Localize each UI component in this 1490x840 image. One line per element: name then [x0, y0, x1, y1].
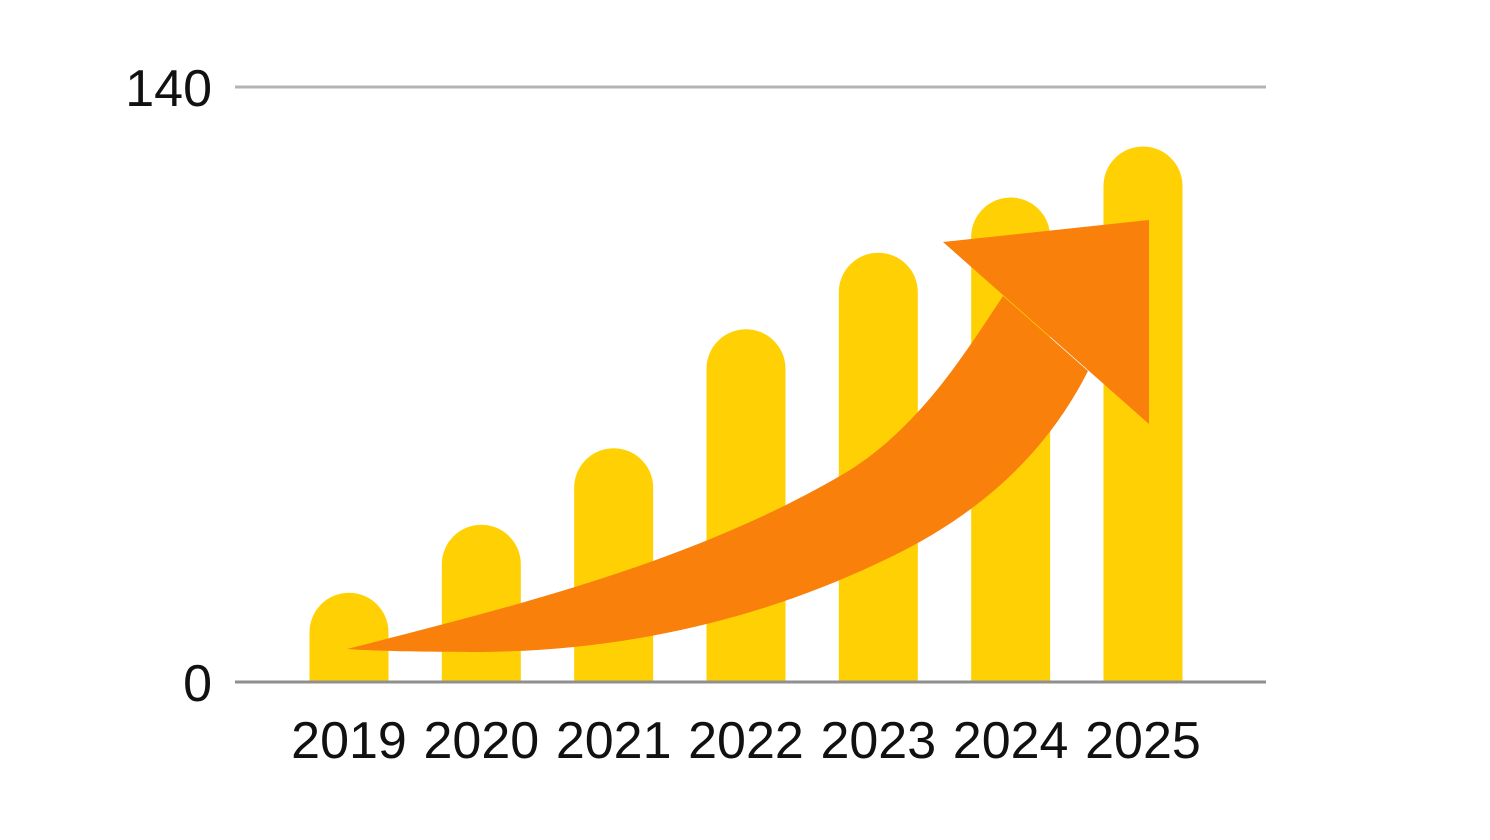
x-tick-label-2019: 2019 [291, 712, 407, 770]
x-tick-label-2022: 2022 [688, 712, 804, 770]
growth-arrow-swoosh [347, 296, 1088, 652]
x-tick-label-2025: 2025 [1085, 712, 1201, 770]
bar-2022 [706, 329, 786, 682]
x-tick-label-2021: 2021 [556, 712, 672, 770]
x-tick-label-2023: 2023 [820, 712, 936, 770]
bar-2020 [441, 524, 521, 682]
bar-2021 [574, 448, 654, 682]
x-tick-label-2020: 2020 [423, 712, 539, 770]
growth-arrow-head-icon [943, 220, 1149, 424]
y-tick-label-0: 0 [183, 655, 212, 713]
bar-2019 [309, 592, 389, 682]
y-tick-label-140: 140 [125, 60, 212, 118]
x-tick-label-2024: 2024 [953, 712, 1069, 770]
